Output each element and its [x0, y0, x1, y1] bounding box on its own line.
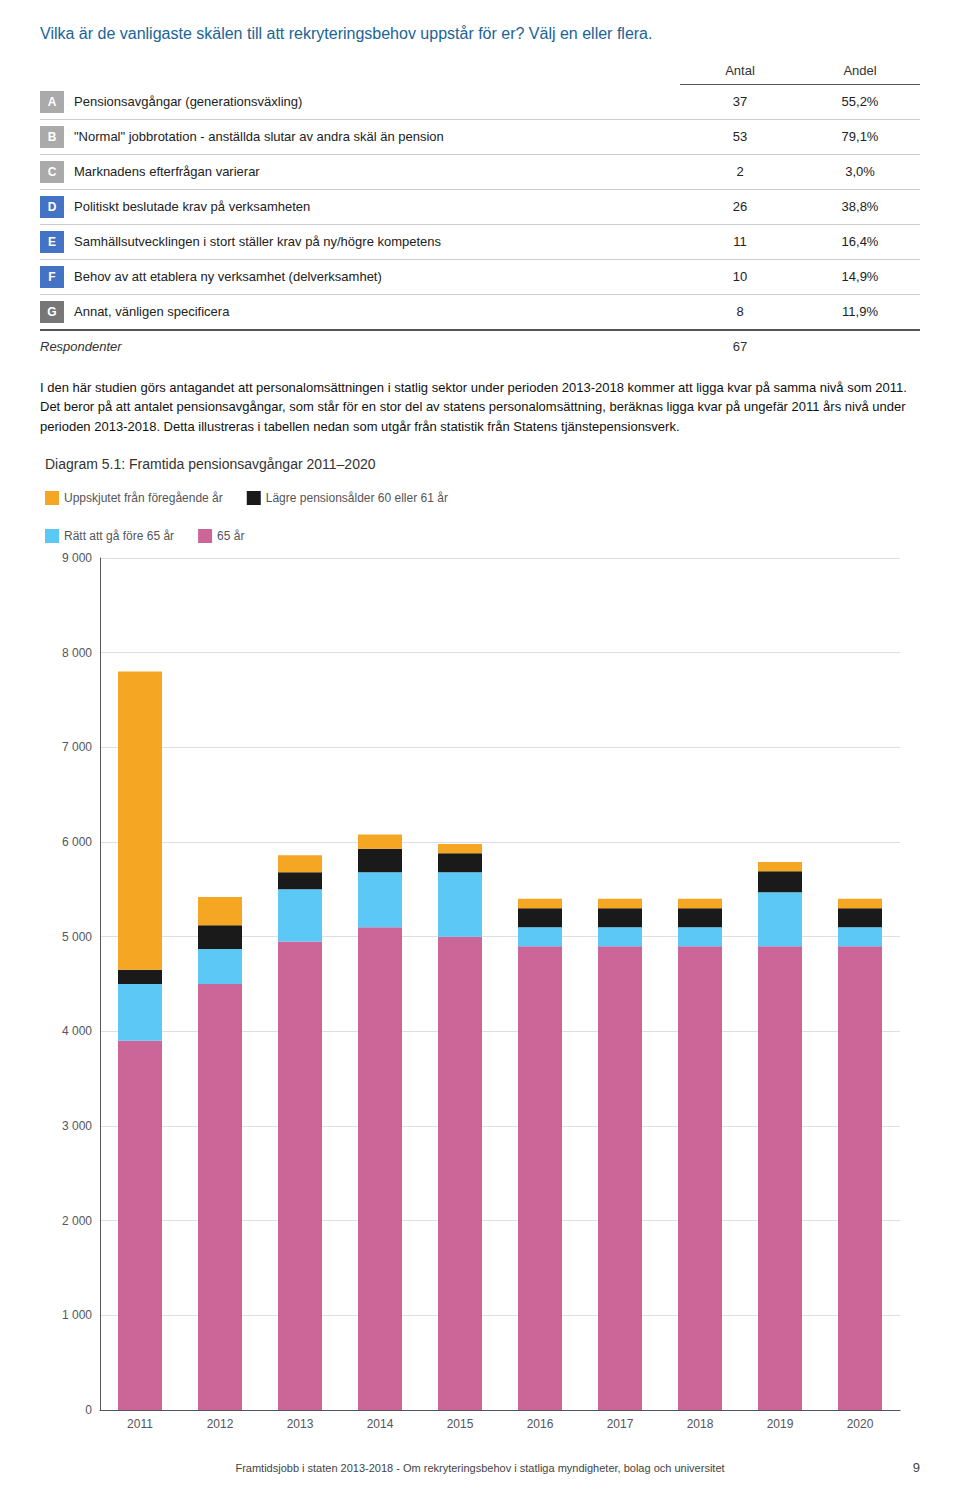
svg-text:2018: 2018 [687, 1417, 714, 1431]
html-text:Pensionsavgångar (generationsv: Pensionsavgångar (generationsväxling) [74, 94, 303, 110]
svg-text:9 000: 9 000 [62, 551, 92, 565]
svg-text:2019: 2019 [767, 1417, 794, 1431]
html-text:Samhällsutvecklingen i stort s: Samhällsutvecklingen i stort ställer kra… [74, 234, 442, 250]
svg-text:0: 0 [85, 1403, 92, 1417]
html-text:D: D [47, 199, 57, 214]
html-text:16,4%: 16,4% [841, 234, 879, 250]
html-text:Politiskt beslutade krav på ve: Politiskt beslutade krav på verksamheten [74, 199, 311, 215]
html-text:3,0%: 3,0% [845, 164, 875, 180]
svg-text:2013: 2013 [287, 1417, 314, 1431]
svg-text:65 år: 65 år [217, 529, 244, 543]
html-text:Vilka är de vanligaste skälen: Vilka är de vanligaste skälen till att r… [40, 25, 653, 42]
html-text:B: B [47, 129, 57, 144]
svg-text:1 000: 1 000 [62, 1309, 92, 1323]
svg-text:2015: 2015 [447, 1417, 474, 1431]
html-text:Marknadens efterfrågan variera: Marknadens efterfrågan varierar [74, 164, 260, 180]
svg-text:4 000: 4 000 [62, 1025, 92, 1039]
svg-text:2012: 2012 [207, 1417, 234, 1431]
svg-text:2011: 2011 [127, 1417, 153, 1431]
html-text:"Normal" jobbrotation - anstäl: "Normal" jobbrotation - anställda slutar… [74, 129, 444, 145]
html-text:11,9%: 11,9% [842, 304, 878, 320]
html-text:G: G [47, 304, 57, 319]
svg-text:2017: 2017 [607, 1417, 634, 1431]
html-text:Behov av att etablera ny verks: Behov av att etablera ny verksamhet (del… [74, 269, 382, 285]
html-text:Framtidsjobb i staten 2013-201: Framtidsjobb i staten 2013-2018 - Om rek… [235, 1462, 725, 1474]
svg-text:Lägre pensionsålder 60 eller 6: Lägre pensionsålder 60 eller 61 år [266, 491, 448, 505]
html-text:10: 10 [732, 269, 748, 285]
svg-text:8 000: 8 000 [62, 646, 92, 660]
svg-text:Uppskjutet från föregående år: Uppskjutet från föregående år [64, 491, 223, 505]
html-text:F: F [48, 269, 56, 284]
svg-text:Diagram 5.1: Framtida pensions: Diagram 5.1: Framtida pensionsavgångar 2… [45, 456, 376, 472]
html-text:67: 67 [732, 338, 748, 354]
html-text:14,9%: 14,9% [841, 269, 879, 285]
svg-text:2 000: 2 000 [62, 1214, 92, 1228]
html-text:26: 26 [732, 199, 748, 215]
html-text:55,2%: 55,2% [841, 94, 879, 110]
html-text:11: 11 [733, 234, 747, 250]
svg-text:2020: 2020 [847, 1417, 874, 1431]
svg-text:6 000: 6 000 [62, 835, 92, 849]
html-text:A: A [47, 94, 57, 109]
html-text:53: 53 [732, 129, 748, 145]
html-text:Antal: Antal [725, 62, 755, 78]
html-text:37: 37 [732, 94, 748, 110]
svg-text:2016: 2016 [527, 1417, 554, 1431]
html-text:8: 8 [736, 304, 744, 320]
html-text:Annat, vänligen specificera: Annat, vänligen specificera [74, 304, 230, 320]
svg-text:7 000: 7 000 [62, 741, 92, 755]
html-text:2: 2 [736, 164, 744, 180]
svg-text:5 000: 5 000 [62, 930, 92, 944]
html-text:38,8%: 38,8% [841, 199, 879, 215]
svg-text:3 000: 3 000 [62, 1119, 92, 1133]
html-text:9: 9 [912, 1460, 920, 1475]
html-text:E: E [48, 234, 56, 249]
svg-text:Rätt att gå före 65 år: Rätt att gå före 65 år [64, 529, 174, 543]
html-text:79,1%: 79,1% [841, 129, 879, 145]
svg-text:2014: 2014 [367, 1417, 394, 1431]
html-text:C: C [47, 164, 57, 179]
html-text:I den här studien görs antagan: I den här studien görs antagandet att pe… [40, 379, 907, 434]
html-text:Respondenter: Respondenter [40, 338, 122, 354]
html-text:Andel: Andel [843, 62, 877, 78]
